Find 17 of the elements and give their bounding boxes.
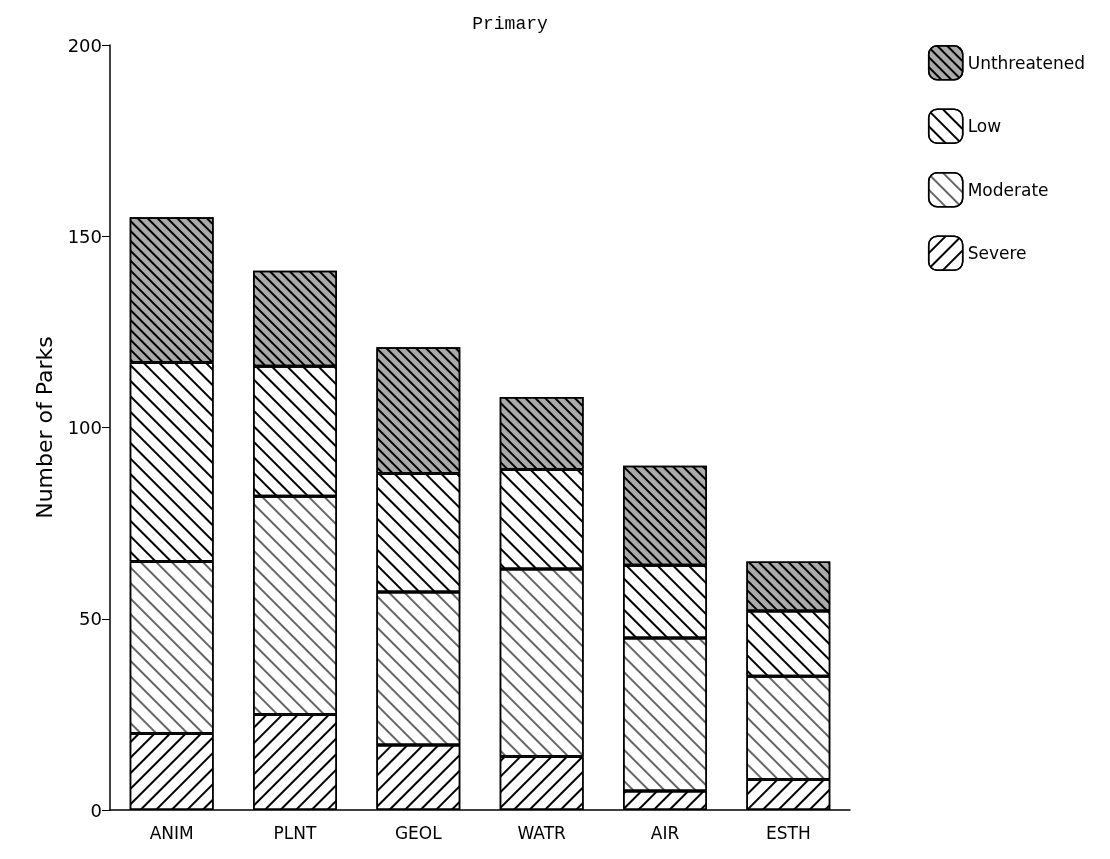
x-tick-label: WATR [517,822,567,843]
y-tick-label: 50 [79,608,102,630]
y-tick-label: 100 [67,417,102,438]
chart-title: Primary [472,14,548,34]
x-tick-label: ANIM [149,822,194,843]
y-tick-label: 200 [67,34,102,56]
x-tick-label: PLNT [273,822,318,843]
y-tick-label: 0 [90,799,102,821]
legend-label: Moderate [967,179,1049,200]
x-tick-label: AIR [650,822,680,843]
y-tick-label: 150 [67,225,102,247]
y-axis-title: Number of Parks [31,336,57,519]
legend-label: Unthreatened [967,52,1086,73]
x-tick-label: ESTH [765,822,811,843]
legend-label: Severe [967,243,1027,264]
legend-label: Low [967,116,1002,137]
x-tick-label: GEOL [394,822,443,843]
